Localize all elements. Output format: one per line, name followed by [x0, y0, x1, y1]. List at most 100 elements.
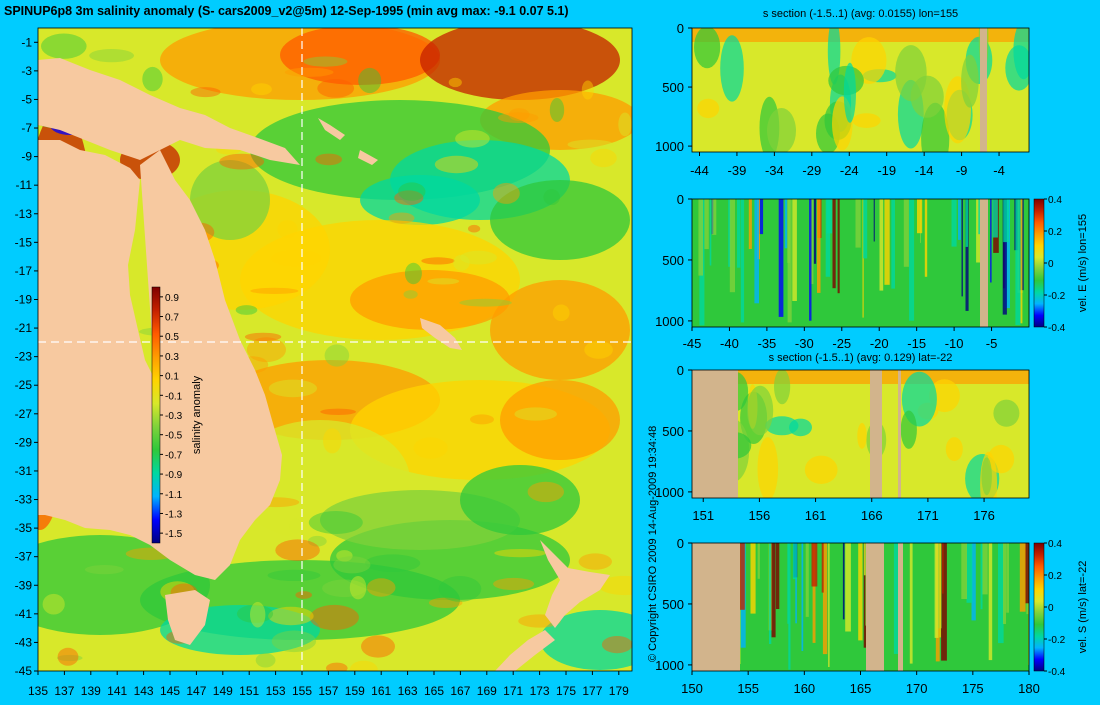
velocity-streak — [1003, 199, 1010, 243]
velocity-streak — [832, 199, 836, 289]
salinity-eddy — [236, 604, 274, 623]
salinity-eddy — [89, 49, 134, 63]
map-y-tick-label: -45 — [15, 664, 33, 678]
velocity-streak — [810, 199, 814, 285]
map-x-tick-label: 155 — [292, 684, 312, 698]
section-x-tick-label: -29 — [802, 163, 821, 178]
velocity-streak — [769, 543, 772, 644]
velocity-streak — [1006, 543, 1009, 613]
salinity-eddy — [190, 87, 221, 98]
velocity-streak — [1002, 199, 1007, 315]
velocity-south-section-lat-22-panel: 0 500 1000 150 155 160 165 170 175 180 0.4 0.2 0 -0.2… — [655, 536, 1089, 696]
velocity-streak — [978, 199, 981, 235]
salinity-patch — [490, 180, 630, 260]
salinity-eddy — [142, 66, 163, 92]
map-colorbar-tick-label: -0.5 — [165, 431, 183, 442]
salinity-eddy — [250, 601, 266, 628]
velocity-streak — [809, 199, 812, 321]
salinity-eddy — [84, 565, 124, 575]
map-x-tick-label: 151 — [239, 684, 259, 698]
map-x-tick-label: 149 — [213, 684, 233, 698]
salinity-eddy — [219, 153, 265, 170]
map-y-tick-label: -7 — [21, 121, 32, 135]
section-y-tick-label: 500 — [662, 80, 684, 95]
map-y-tick-label: -1 — [21, 35, 32, 49]
salinity-patch — [987, 444, 1015, 474]
velocity-streak — [792, 199, 797, 301]
map-colorbar-tick-label: -1.3 — [165, 509, 183, 520]
map-y-tick-label: -9 — [21, 150, 32, 164]
salinity-eddy — [308, 511, 363, 534]
velocity-streak — [980, 543, 983, 610]
salinity-patch — [757, 437, 779, 498]
velocity-streak — [965, 199, 969, 311]
velocity-streak — [863, 543, 867, 576]
salinity-eddy — [295, 591, 313, 599]
section-y-tick-label: 1000 — [655, 314, 684, 329]
salinity-eddy — [427, 278, 460, 285]
salinity-eddy — [543, 189, 560, 206]
section-land — [980, 28, 987, 152]
salinity-eddy — [470, 414, 494, 425]
salinity-eddy — [493, 577, 535, 591]
velocity-streak — [924, 199, 928, 277]
salinity-patch — [804, 455, 838, 484]
velocity-streak — [1004, 199, 1010, 309]
map-colorbar-bar — [151, 286, 161, 544]
section-x-tick-label: 176 — [973, 508, 995, 523]
section-colorbar-tick-label: 0.2 — [1048, 571, 1062, 582]
velocity-streak — [873, 199, 875, 242]
velocity-streak — [863, 199, 868, 259]
velocity-streak — [758, 199, 764, 235]
velocity-streak — [740, 199, 745, 323]
map-colorbar-tick-label: -0.1 — [165, 391, 183, 402]
section-x-tick-label: -24 — [840, 163, 859, 178]
velocity-streak — [893, 543, 900, 654]
salinity-eddy — [42, 593, 65, 615]
salinity-eddy — [322, 579, 367, 598]
salinity-eddy — [584, 340, 613, 359]
velocity-streak — [787, 199, 792, 323]
salinity-patch — [694, 28, 721, 69]
salinity-eddy — [494, 549, 547, 558]
salinity-eddy — [250, 287, 299, 294]
velocity-streak — [855, 199, 861, 248]
section-field — [692, 28, 1029, 152]
salinity-patch — [765, 416, 799, 436]
map-y-tick-label: -25 — [15, 378, 33, 392]
map-colorbar-tick-label: 0.1 — [165, 372, 179, 383]
map-colorbar-tick-label: 0.9 — [165, 293, 179, 304]
map-y-tick-label: -41 — [15, 607, 33, 621]
section-land — [980, 199, 988, 327]
velocity-streak — [1003, 543, 1006, 624]
velocity-streak — [961, 543, 967, 599]
salinity-eddy — [303, 56, 348, 67]
velocity-streak — [990, 199, 992, 283]
salinity-eddy — [317, 79, 355, 98]
section-y-tick-label: 500 — [662, 253, 684, 268]
section-frame — [691, 198, 1030, 328]
salinity-eddy — [618, 112, 632, 137]
salinity-patch — [895, 45, 927, 102]
velocity-streak — [787, 543, 789, 624]
salinity-eddy — [336, 550, 353, 562]
section-colorbar-label: vel. E (m/s) lon=155 — [1077, 214, 1089, 312]
map-y-tick-label: -3 — [21, 64, 32, 78]
salinity-eddy — [460, 250, 497, 265]
section-x-tick-label: -30 — [795, 336, 814, 351]
section-x-tick-label: 160 — [793, 681, 815, 696]
section-land — [898, 370, 901, 498]
velocity-streak — [858, 543, 863, 641]
map-colorbar-tick-label: 0.3 — [165, 352, 179, 363]
section-title: s section (-1.5..1) (avg: 0.129) lat=-22 — [769, 352, 953, 364]
section-y-tick-label: 0 — [677, 536, 684, 551]
salinity-eddy — [438, 576, 482, 602]
map-y-tick-label: -21 — [15, 321, 33, 335]
velocity-streak — [992, 199, 998, 238]
section-x-tick-label: 175 — [962, 681, 984, 696]
section-colorbar-tick-label: -0.4 — [1048, 667, 1066, 678]
velocity-streak — [982, 543, 988, 595]
section-land — [870, 370, 882, 498]
salinity-eddy — [448, 77, 462, 88]
velocity-streak — [903, 199, 909, 267]
